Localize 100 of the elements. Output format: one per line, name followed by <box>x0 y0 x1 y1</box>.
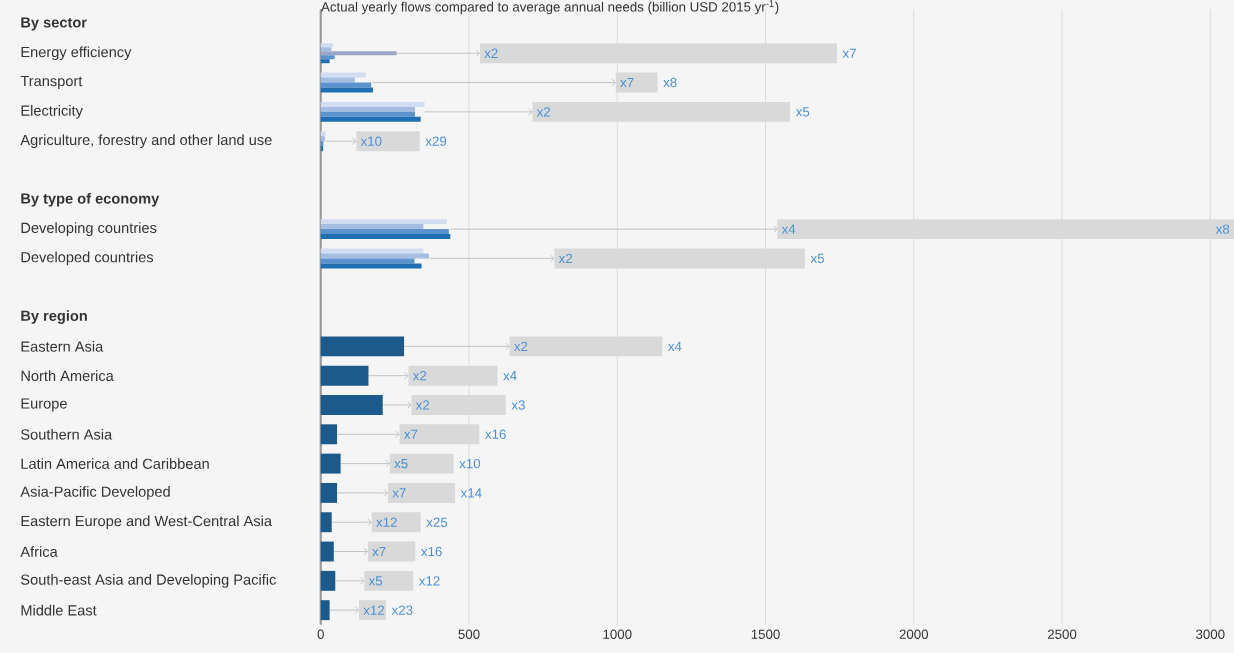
bar <box>532 101 791 122</box>
annotation: x2 <box>514 341 528 351</box>
data-label: x10 <box>459 458 481 469</box>
annotation: x10 <box>360 136 382 146</box>
bar <box>320 82 372 88</box>
y-tick-label: By sector <box>21 17 87 31</box>
bar <box>320 111 416 117</box>
bar <box>320 258 415 264</box>
bar <box>320 101 425 107</box>
bar <box>320 59 330 64</box>
bar <box>371 512 421 533</box>
bar <box>364 570 414 591</box>
data-label: x5 <box>795 107 810 117</box>
data-label: x25 <box>426 517 448 527</box>
data-label: x14 <box>460 488 482 498</box>
bar <box>320 512 332 533</box>
annotation: x7 <box>620 77 634 88</box>
y-tick-label: Latin America and Caribbean <box>21 458 209 469</box>
data-label: x4 <box>503 371 517 381</box>
bar <box>320 453 341 474</box>
annotation: x2 <box>536 107 551 117</box>
bar <box>320 51 397 56</box>
bar <box>320 47 332 52</box>
annotation: x7 <box>372 546 386 557</box>
bar <box>320 263 422 269</box>
data-label: x16 <box>485 429 506 439</box>
bar <box>320 224 424 230</box>
bar <box>320 570 336 591</box>
bar <box>389 453 454 474</box>
y-tick-label: Developing countries <box>21 222 157 236</box>
x-tick-label: 3000 <box>1196 629 1225 639</box>
bar <box>320 106 416 112</box>
data-label: x7 <box>842 48 856 58</box>
annotation: x5 <box>368 576 383 586</box>
bar <box>320 229 449 235</box>
bar <box>554 248 805 269</box>
y-tick-label: Europe <box>21 398 67 412</box>
bar <box>320 234 451 240</box>
bar <box>320 424 338 445</box>
bar <box>320 72 366 78</box>
data-label: x23 <box>391 605 413 615</box>
y-tick-label: Middle East <box>21 604 97 616</box>
bar <box>411 395 506 415</box>
bar <box>320 482 338 503</box>
x-tick-label: 1000 <box>603 629 632 639</box>
bar <box>509 336 663 357</box>
y-tick-label: Developed countries <box>21 251 154 266</box>
x-tick-label: 500 <box>458 629 480 639</box>
y-tick-label: Electricity <box>21 105 83 119</box>
bar <box>320 87 373 93</box>
bar <box>399 424 480 445</box>
y-tick-label: Southern Asia <box>21 428 113 440</box>
bar <box>320 248 424 254</box>
bar <box>388 482 456 503</box>
x-tick-label: 2000 <box>899 629 929 639</box>
bar <box>320 365 369 386</box>
y-tick-label: Asia-Pacific Developed <box>20 486 170 500</box>
data-label: x8 <box>663 77 677 88</box>
y-tick-label: Transport <box>20 76 83 90</box>
bar <box>356 131 420 152</box>
y-tick-label: South-east Asia and Developing Pacific <box>21 574 276 588</box>
data-label: x8 <box>1215 224 1230 234</box>
bar <box>320 541 334 562</box>
bar <box>320 600 330 621</box>
bar <box>367 541 416 562</box>
x-tick-label: 2500 <box>1047 629 1077 639</box>
y-tick-label: By region <box>21 310 87 324</box>
annotation: x12 <box>376 517 397 527</box>
data-label: x4 <box>668 341 682 351</box>
annotation: x2 <box>412 371 427 381</box>
bar <box>320 395 383 415</box>
y-tick-label: North America <box>21 370 114 382</box>
annotation: x2 <box>415 400 430 410</box>
annotation: x2 <box>484 48 498 58</box>
x-tick-label: 1500 <box>751 629 780 639</box>
y-tick-label: Eastern Asia <box>21 340 104 352</box>
x-tick-label: 0 <box>317 629 324 639</box>
y-tick-label: Eastern Europe and West-Central Asia <box>21 515 273 530</box>
data-label: x29 <box>425 136 447 146</box>
bar <box>358 600 386 621</box>
annotation: x12 <box>363 605 385 615</box>
data-label: x3 <box>511 400 525 410</box>
bar <box>408 365 498 386</box>
annotation: x5 <box>394 458 408 469</box>
y-tick-label: Africa <box>20 546 58 557</box>
annotation: x7 <box>392 488 406 498</box>
bar <box>320 219 447 225</box>
bar <box>320 253 429 259</box>
bar <box>320 336 405 357</box>
bar <box>320 136 325 142</box>
data-label: x5 <box>810 253 825 264</box>
data-label: x16 <box>421 546 442 557</box>
bar <box>479 43 837 64</box>
bar <box>320 43 334 48</box>
bar <box>320 77 355 83</box>
y-tick-label: Energy efficiency <box>21 46 132 61</box>
data-label: x12 <box>418 576 440 586</box>
annotation: x2 <box>558 253 573 264</box>
annotation: x4 <box>781 224 796 234</box>
annotation: x7 <box>404 429 418 439</box>
